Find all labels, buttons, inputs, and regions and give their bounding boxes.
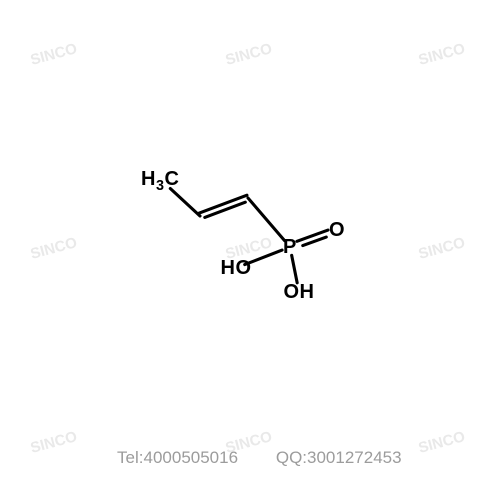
qq-label: QQ: — [276, 448, 307, 467]
tel-value: 4000505016 — [144, 448, 239, 467]
atom-O_dbl: O — [329, 219, 345, 242]
tel-label: Tel: — [117, 448, 143, 467]
footer-contact: Tel:4000505016 QQ:3001272453 — [0, 428, 500, 488]
canvas: SINCOSINCOSINCOSINCOSINCOSINCOSINCOSINCO… — [0, 0, 500, 500]
atom-CH3: H3C — [141, 168, 179, 191]
atom-OH2: OH — [284, 281, 315, 304]
qq-value: 3001272453 — [307, 448, 402, 467]
atom-P: P — [283, 236, 297, 259]
atom-OH1: HO — [221, 257, 252, 280]
structure-svg — [0, 0, 500, 500]
footer-gap — [238, 448, 276, 467]
